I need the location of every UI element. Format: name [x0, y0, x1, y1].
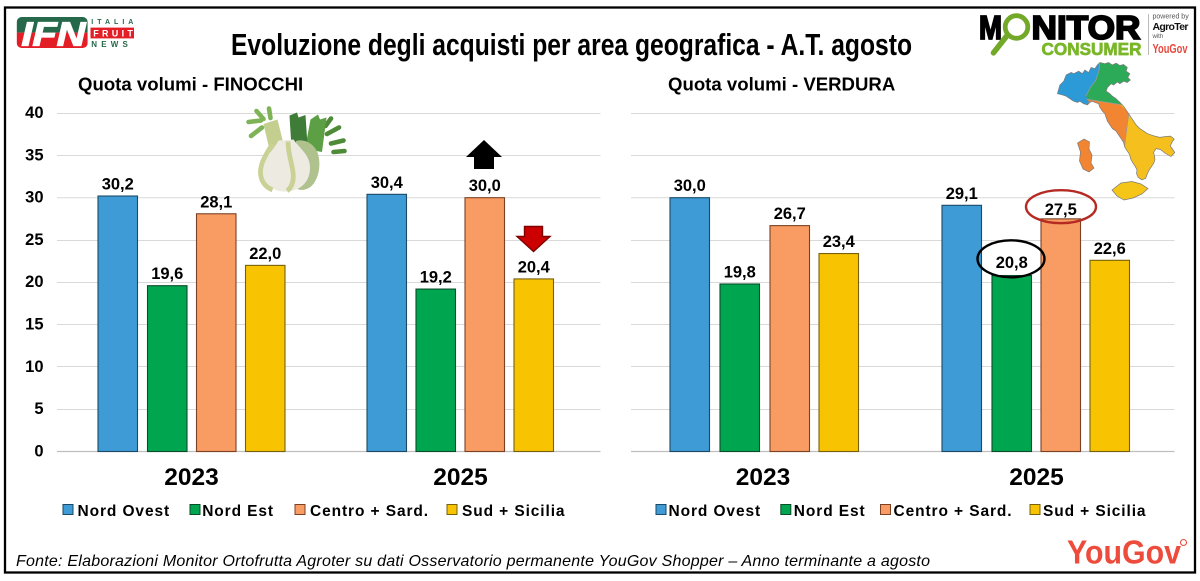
svg-text:20: 20 — [25, 273, 43, 291]
svg-text:powered by: powered by — [1153, 14, 1190, 21]
svg-text:with: with — [1152, 34, 1164, 40]
svg-text:35: 35 — [25, 146, 43, 164]
svg-text:Sud + Sicilia: Sud + Sicilia — [462, 503, 565, 520]
svg-text:19,6: 19,6 — [151, 265, 183, 283]
svg-text:Quota volumi - VERDURA: Quota volumi - VERDURA — [668, 74, 895, 95]
svg-text:IFN: IFN — [22, 16, 87, 53]
svg-text:25: 25 — [25, 231, 43, 249]
svg-text:M: M — [979, 9, 1002, 46]
svg-text:26,7: 26,7 — [774, 205, 806, 223]
svg-text:2023: 2023 — [164, 464, 219, 491]
svg-text:22,6: 22,6 — [1094, 240, 1126, 258]
svg-text:Nord Est: Nord Est — [794, 503, 866, 520]
svg-text:Nord Est: Nord Est — [202, 503, 274, 520]
svg-text:0: 0 — [34, 442, 43, 460]
svg-text:20,8: 20,8 — [996, 254, 1028, 272]
svg-text:19,2: 19,2 — [420, 269, 452, 287]
svg-text:Nord Ovest: Nord Ovest — [78, 503, 171, 520]
svg-text:Sud + Sicilia: Sud + Sicilia — [1043, 503, 1146, 520]
svg-text:30,0: 30,0 — [674, 177, 706, 195]
svg-text:Fonte: Elaborazioni Monitor Or: Fonte: Elaborazioni Monitor Ortofrutta A… — [16, 553, 930, 570]
svg-text:ITALIA: ITALIA — [91, 19, 137, 26]
svg-text:YouGov: YouGov — [1153, 41, 1189, 56]
svg-text:Centro + Sard.: Centro + Sard. — [894, 503, 1013, 520]
svg-text:NITOR: NITOR — [1032, 9, 1141, 46]
svg-text:30: 30 — [25, 189, 43, 207]
svg-text:Quota volumi - FINOCCHI: Quota volumi - FINOCCHI — [78, 74, 303, 95]
svg-text:Centro + Sard.: Centro + Sard. — [310, 503, 429, 520]
svg-text:15: 15 — [25, 316, 43, 334]
svg-text:FRUIT: FRUIT — [93, 28, 136, 38]
svg-text:5: 5 — [34, 400, 43, 418]
svg-text:YouGov: YouGov — [1067, 534, 1182, 571]
svg-text:2023: 2023 — [736, 464, 791, 491]
svg-text:30,0: 30,0 — [469, 177, 501, 195]
svg-text:2025: 2025 — [1009, 464, 1064, 491]
svg-text:2025: 2025 — [433, 464, 488, 491]
svg-text:22,0: 22,0 — [249, 245, 281, 263]
svg-text:Nord Ovest: Nord Ovest — [669, 503, 762, 520]
svg-text:NEWS: NEWS — [91, 40, 132, 49]
svg-text:30,2: 30,2 — [102, 176, 134, 194]
svg-text:30,4: 30,4 — [371, 174, 404, 192]
svg-text:Evoluzione degli acquisti per: Evoluzione degli acquisti per area geogr… — [231, 27, 912, 62]
svg-text:20,4: 20,4 — [518, 258, 551, 276]
svg-text:40: 40 — [25, 104, 43, 122]
svg-text:28,1: 28,1 — [200, 193, 232, 211]
svg-text:10: 10 — [25, 358, 43, 376]
svg-text:27,5: 27,5 — [1045, 201, 1077, 219]
svg-text:29,1: 29,1 — [946, 185, 978, 203]
svg-text:AgroTer: AgroTer — [1153, 21, 1189, 33]
svg-text:19,8: 19,8 — [724, 264, 756, 282]
svg-text:CONSUMER: CONSUMER — [1042, 39, 1142, 59]
svg-text:23,4: 23,4 — [823, 233, 856, 251]
